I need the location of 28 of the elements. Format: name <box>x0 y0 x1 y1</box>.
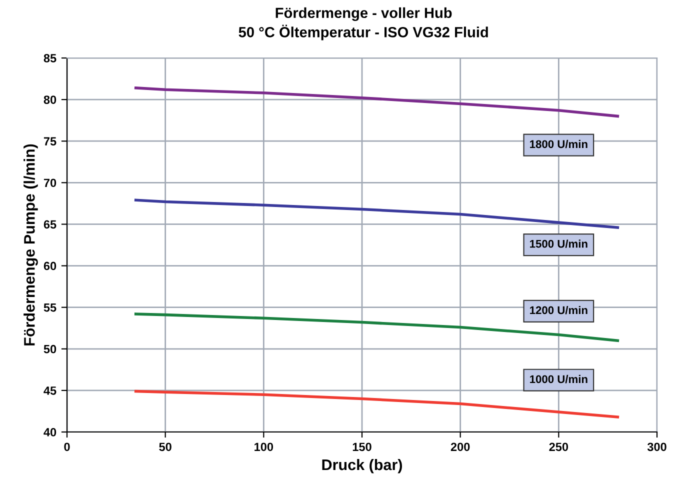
chart-title: Fördermenge - voller Hub 50 °C Öltemperatur - ISO VG32 Fluid <box>238 7 488 40</box>
y-tick-label: 50 <box>44 344 56 354</box>
y-tick-label: 60 <box>44 262 56 270</box>
series-label: 1500 U/min <box>530 240 588 248</box>
x-tick-label: 100 <box>254 442 274 452</box>
x-tick-label: 300 <box>647 442 666 452</box>
y-tick-label: 75 <box>44 137 56 146</box>
y-tick-label: 85 <box>44 54 56 62</box>
y-tick-label: 45 <box>44 386 56 395</box>
y-tick-label: 80 <box>44 96 56 104</box>
y-axis-title: Fördermenge Pumpe (l/min) <box>24 144 38 346</box>
x-tick-label: 0 <box>64 442 70 452</box>
text: 1000 U/min <box>530 374 588 384</box>
x-tick-label: 200 <box>450 442 470 452</box>
y-tick-label: 70 <box>44 178 56 188</box>
text: 1800 U/min <box>530 140 588 148</box>
line-series <box>134 390 620 418</box>
y-tick-label: 65 <box>44 220 56 229</box>
x-tick-label: 150 <box>352 442 372 452</box>
x-tick-label: 250 <box>549 442 568 452</box>
line-series <box>134 198 620 229</box>
y-tick-label: 55 <box>44 303 56 312</box>
x-axis-title: Druck (bar) <box>322 458 402 474</box>
x-tick-label: 50 <box>159 442 172 452</box>
series-label: 1200 U/min <box>530 306 588 314</box>
line-series <box>134 86 620 118</box>
line-series <box>134 312 620 342</box>
y-tick-label: 40 <box>44 428 56 436</box>
